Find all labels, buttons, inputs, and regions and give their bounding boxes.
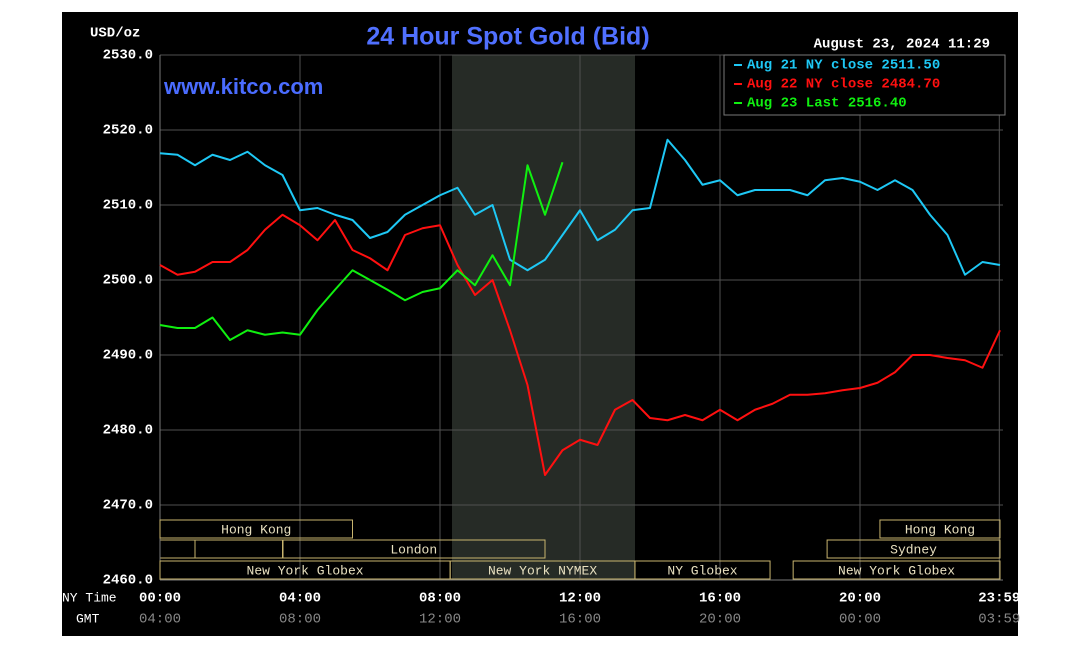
watermark: www.kitco.com [163, 74, 323, 99]
legend-label: Aug 23 Last 2516.40 [747, 96, 907, 112]
x-tick-label: 12:00 [559, 591, 601, 607]
y-tick-label: 2480.0 [103, 423, 153, 439]
nymex-shade [452, 55, 635, 580]
x2-tick-label: 08:00 [279, 612, 321, 628]
session-label: New York NYMEX [488, 563, 597, 578]
legend-label: Aug 21 NY close 2511.50 [747, 58, 940, 74]
session-box [159, 519, 353, 539]
session-box [282, 539, 546, 559]
x2-tick-label: 20:00 [699, 612, 741, 628]
y-tick-label: 2510.0 [103, 198, 153, 214]
x2-tick-label: 04:00 [139, 612, 181, 628]
x2-tick-label: 12:00 [419, 612, 461, 628]
x-tick-label: 23:59 [978, 591, 1020, 607]
series-line [159, 213, 1001, 476]
x2-tick-label: 16:00 [559, 612, 601, 628]
timestamp: August 23, 2024 11:29 [814, 37, 990, 53]
session-box [792, 560, 1001, 580]
session-label: Sydney [890, 542, 937, 557]
session-box [879, 519, 1001, 539]
session-label: NY Globex [667, 563, 737, 578]
series-line [159, 138, 1001, 276]
y-tick-label: 2520.0 [103, 123, 153, 139]
session-label: London [390, 542, 437, 557]
session-label: Hong Kong [221, 522, 291, 537]
y-tick-label: 2530.0 [103, 48, 153, 64]
x-tick-label: 16:00 [699, 591, 741, 607]
x-axis-label: NY Time [62, 590, 117, 605]
y-tick-label: 2470.0 [103, 498, 153, 514]
session-label: New York Globex [247, 563, 364, 578]
x2-axis-label: GMT [76, 611, 100, 626]
session-label: Hong Kong [905, 522, 975, 537]
y-axis-label: USD/oz [90, 26, 140, 42]
x-tick-label: 04:00 [279, 591, 321, 607]
x-tick-label: 08:00 [419, 591, 461, 607]
x-tick-label: 20:00 [839, 591, 881, 607]
legend-label: Aug 22 NY close 2484.70 [747, 77, 940, 93]
y-tick-label: 2500.0 [103, 273, 153, 289]
x-tick-label: 00:00 [139, 591, 181, 607]
x2-tick-label: 00:00 [839, 612, 881, 628]
series-line [159, 161, 564, 341]
session-label: New York Globex [838, 563, 955, 578]
legend-box [723, 54, 1006, 116]
x2-tick-label: 03:59 [978, 612, 1020, 628]
session-box [826, 539, 1001, 559]
y-tick-label: 2460.0 [103, 573, 153, 589]
session-box [634, 560, 771, 580]
y-tick-label: 2490.0 [103, 348, 153, 364]
chart-title: 24 Hour Spot Gold (Bid) [366, 23, 649, 51]
